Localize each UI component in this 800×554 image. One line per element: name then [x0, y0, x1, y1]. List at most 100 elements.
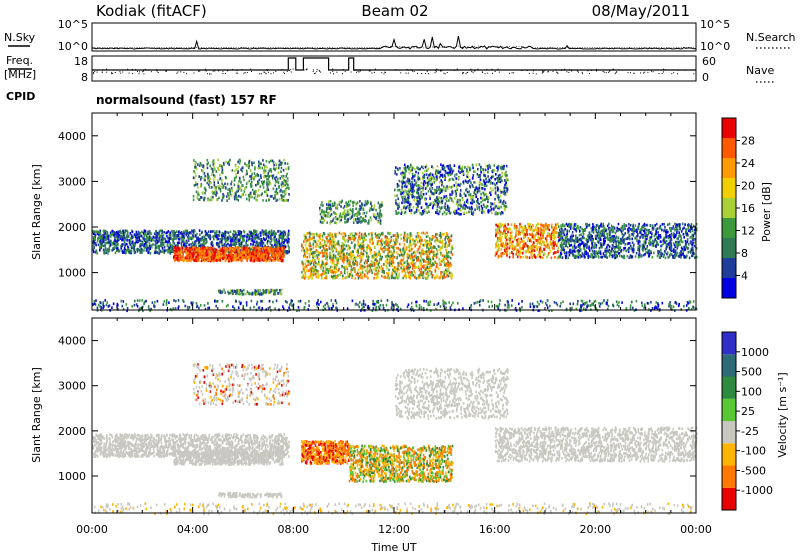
power-cell: [184, 229, 187, 233]
power-cell: [96, 240, 99, 243]
power-cell: [270, 259, 273, 262]
power-cell: [225, 160, 227, 164]
power-cell: [312, 239, 315, 243]
power-cell: [317, 276, 320, 279]
power-cell: [229, 191, 231, 194]
power-cell: [442, 276, 444, 280]
power-cell: [409, 237, 412, 240]
power-cell: [432, 252, 435, 256]
nave-dot: [532, 72, 534, 74]
power-cell: [249, 253, 251, 256]
power-cell: [207, 172, 209, 176]
power-cell: [250, 255, 253, 258]
power-cell: [379, 247, 382, 250]
power-cell: [337, 269, 340, 272]
power-cell: [101, 241, 103, 244]
power-cell: [130, 246, 133, 250]
power-cell: [116, 240, 118, 243]
power-cell: [346, 271, 349, 274]
power-cell: [260, 242, 263, 245]
power-cell: [394, 238, 397, 241]
nave-dot: [651, 70, 652, 72]
nave-dot: [368, 70, 370, 72]
power-cell: [320, 267, 322, 270]
nave-dot: [384, 72, 386, 73]
beam-title: Beam 02: [361, 2, 428, 20]
power-cell: [139, 250, 142, 253]
power-cell: [154, 241, 157, 245]
power-cell: [272, 245, 274, 249]
power-cell: [420, 256, 423, 259]
power-cell: [341, 242, 344, 245]
power-cell: [194, 234, 197, 238]
power-cell: [283, 253, 285, 256]
power-cell: [259, 185, 262, 188]
power-cell: [123, 234, 125, 237]
power-cell: [384, 235, 387, 238]
power-cell: [256, 244, 259, 248]
power-cell: [194, 248, 196, 251]
power-cell: [255, 174, 257, 178]
nave-dot: [353, 69, 355, 71]
power-cell: [191, 229, 193, 232]
nave-dot: [400, 72, 402, 74]
power-cell: [267, 172, 270, 175]
nave-dot: [542, 71, 544, 73]
power-cell: [322, 252, 324, 255]
power-cell: [228, 258, 231, 261]
power-cell: [340, 255, 342, 258]
power-cell: [379, 209, 382, 212]
power-cell: [313, 233, 316, 236]
power-cell: [214, 250, 217, 253]
power-cell: [403, 267, 405, 271]
power-cell: [361, 202, 363, 205]
power-cell: [231, 189, 234, 193]
power-cell: [357, 248, 359, 251]
power-cell: [194, 242, 197, 245]
power-cell: [405, 266, 408, 269]
power-cell: [371, 254, 374, 258]
nave-dot: [214, 70, 216, 72]
nave-dot: [180, 71, 182, 73]
power-cell: [192, 242, 195, 245]
power-cell: [180, 230, 183, 234]
power-cell: [254, 192, 256, 195]
power-cell: [113, 231, 115, 234]
nave-dot: [356, 71, 357, 73]
power-cell: [325, 271, 327, 274]
nave-dot: [407, 72, 409, 74]
power-cell: [250, 177, 253, 181]
power-cell: [197, 190, 199, 194]
power-cell: [433, 254, 435, 257]
power-cell: [307, 260, 310, 263]
power-cell: [259, 241, 261, 245]
power-cell: [281, 185, 283, 189]
nave-dot: [425, 73, 427, 74]
power-cell: [357, 268, 360, 272]
power-cell: [236, 196, 238, 199]
power-cell: [235, 173, 237, 176]
nave-tick-top: 60: [702, 55, 716, 68]
power-cell: [405, 275, 408, 278]
power-cell: [376, 234, 379, 237]
power-cell: [176, 236, 178, 239]
power-cell: [341, 256, 343, 260]
power-cell: [324, 214, 327, 217]
power-cell: [436, 236, 438, 240]
power-cell: [261, 257, 264, 260]
power-cell: [407, 256, 410, 260]
power-cell: [241, 246, 243, 250]
power-cell: [342, 257, 345, 260]
power-cell: [171, 229, 173, 233]
power-cell: [281, 235, 283, 239]
power-cell: [237, 185, 240, 188]
power-cell: [410, 169, 412, 173]
power-cell: [347, 244, 349, 248]
nave-dot: [283, 73, 285, 74]
power-cell: [402, 258, 404, 262]
power-cell: [244, 187, 246, 190]
power-cell: [326, 248, 329, 252]
power-cell: [317, 269, 319, 273]
power-cell: [219, 173, 221, 177]
power-cell: [427, 235, 429, 238]
